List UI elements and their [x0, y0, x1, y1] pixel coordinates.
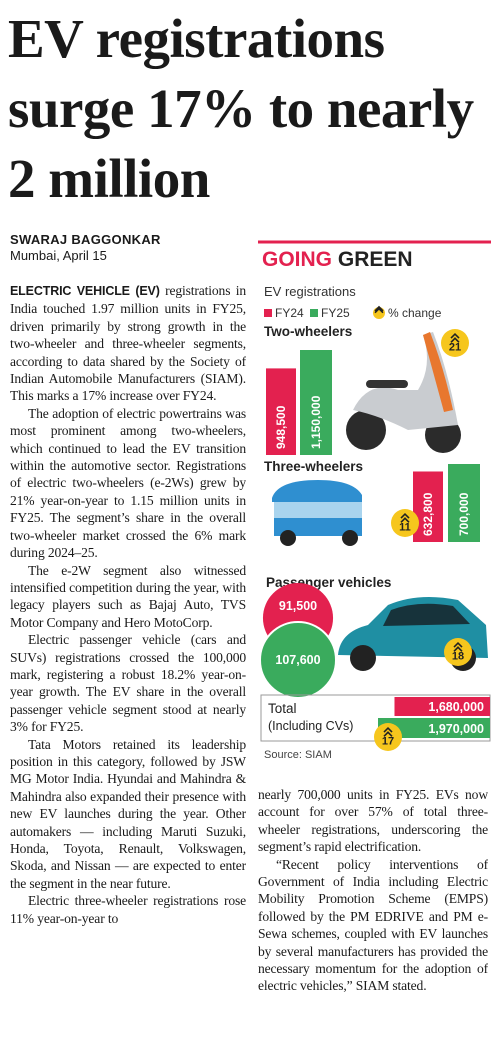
paragraph: The e-2W segment also witnessed intensif…	[10, 562, 246, 630]
change-badge	[444, 638, 472, 666]
left-column: ELECTRIC VEHICLE (EV) registrations in I…	[10, 282, 246, 1062]
bar	[394, 697, 490, 716]
bubble-label: 107,600	[275, 653, 320, 667]
title-part: GREEN	[338, 248, 413, 271]
change-badge	[441, 329, 469, 357]
change-value: 17	[382, 736, 394, 748]
change-value: 18	[452, 651, 464, 663]
bar	[266, 368, 296, 455]
source: Source: SIAM	[264, 749, 332, 761]
bar-label: 700,000	[457, 492, 471, 536]
paragraph: Tata Motors retained its leadership posi…	[10, 736, 246, 891]
headline: EV registrations surge 17% to nearly 2 m…	[8, 8, 474, 209]
paragraph: “Recent policy interventions of Governme…	[258, 856, 488, 994]
up-arrows	[453, 641, 463, 652]
change-badge	[374, 723, 402, 751]
right-column: nearly 700,000 units in FY25. EVs now ac…	[258, 786, 488, 1062]
bar-label: 948,500	[274, 405, 288, 449]
bar	[448, 464, 480, 542]
legend-swatch	[310, 309, 318, 317]
bar-label: 632,800	[421, 492, 435, 536]
up-arrows	[450, 332, 460, 343]
paragraph: ELECTRIC VEHICLE (EV) registrations in I…	[10, 282, 246, 405]
legend-label: FY24	[275, 306, 304, 320]
up-arrows	[374, 305, 384, 314]
group-label: Three-wheelers	[264, 459, 363, 474]
infographic-title: GOING GREEN	[262, 248, 413, 271]
bar	[300, 350, 332, 455]
legend-swatch	[264, 309, 272, 317]
change-value: 11	[399, 522, 411, 534]
scooter-panel	[423, 332, 453, 412]
car-window	[383, 603, 470, 626]
bar	[413, 471, 443, 542]
paragraph: Electric passenger vehicle (cars and SUV…	[10, 632, 246, 735]
up-arrows	[400, 512, 410, 523]
change-badge	[391, 509, 419, 537]
bubble-label: 91,500	[279, 599, 317, 613]
author: SWARAJ BAGGONKAR	[10, 232, 161, 247]
bubble	[259, 621, 337, 699]
legend-label: % change	[388, 306, 442, 320]
infographic: GOING GREEN EV registrations FY24 FY25 % cha…	[258, 240, 491, 761]
bar	[378, 718, 490, 738]
byline: SWARAJ BAGGONKAR Mumbai, April 15	[10, 232, 246, 264]
bar-label: 1,150,000	[309, 395, 323, 449]
total-label: Total	[268, 701, 297, 716]
paragraph-text: registrations in India touched 1.97 mill…	[10, 283, 246, 404]
bar-label: 1,680,000	[428, 700, 484, 714]
wheel	[350, 645, 376, 671]
auto-canopy	[272, 480, 362, 502]
paragraph: nearly 700,000 units in FY25. EVs now ac…	[258, 787, 488, 855]
lead-in: ELECTRIC VEHICLE (EV)	[10, 284, 160, 298]
auto-lower	[274, 518, 362, 536]
title-part: GOING	[262, 248, 332, 271]
wheel	[342, 530, 358, 546]
seat	[366, 380, 408, 388]
up-arrows	[383, 726, 393, 737]
legend-label: FY25	[321, 306, 350, 320]
group-label: Two-wheelers	[264, 324, 352, 339]
wheel	[280, 530, 296, 546]
change-value: 21	[449, 342, 461, 354]
paragraph: Electric three-wheeler registrations ros…	[10, 893, 246, 926]
paragraph: The adoption of electric powertrains was…	[10, 405, 246, 561]
total-note: (Including CVs)	[268, 719, 353, 733]
bar-label: 1,970,000	[428, 722, 484, 736]
subtitle: EV registrations	[264, 284, 356, 299]
dateline: Mumbai, April 15	[10, 248, 107, 263]
wheel	[346, 410, 386, 450]
